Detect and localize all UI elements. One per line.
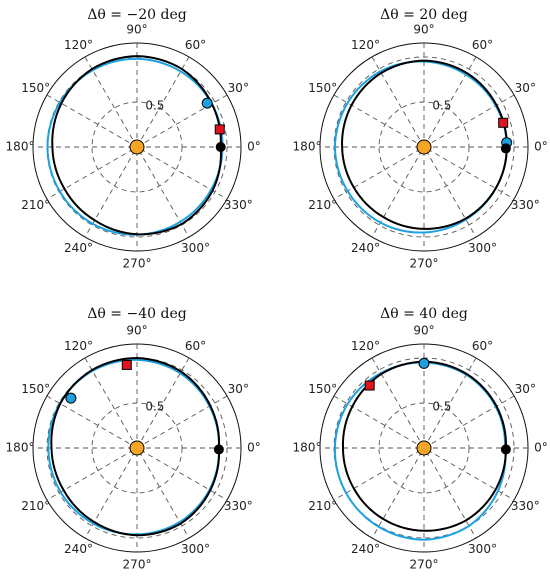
angle-tick-label: 60°: [185, 38, 206, 52]
angle-tick-label: 210°: [21, 198, 50, 212]
circle-marker: [500, 143, 511, 154]
panel-title: Δθ = −20 deg: [87, 7, 186, 23]
angle-tick-label: 60°: [185, 339, 206, 353]
angle-tick-label: 330°: [511, 198, 540, 212]
angle-tick-label: 0°: [534, 140, 548, 154]
angle-tick-label: 120°: [64, 339, 93, 353]
angle-tick-label: 330°: [224, 198, 253, 212]
angle-tick-label: 30°: [515, 382, 536, 396]
circle-marker: [418, 357, 430, 369]
series-line-black: [51, 55, 222, 236]
angle-tick-label: 180°: [6, 140, 35, 154]
series-line-black: [341, 59, 508, 230]
polar-panel-2: Δθ = 20 deg 0° 30° 60° 90° 120° 150° 180° 210° 24…: [293, 7, 548, 271]
angle-tick-label: 240°: [351, 542, 380, 556]
angle-tick-label: 180°: [293, 140, 322, 154]
angle-tick-label: 180°: [293, 441, 322, 455]
angle-tick-label: 90°: [126, 23, 147, 37]
circle-marker: [500, 444, 511, 455]
circle-marker: [201, 97, 213, 109]
origin-marker: [129, 139, 145, 155]
angle-tick-label: 240°: [64, 542, 93, 556]
panel-title: Δθ = −40 deg: [87, 306, 186, 322]
series-line-black: [341, 360, 507, 532]
series-line-black: [50, 357, 221, 537]
radial-tick-label: 0.5: [432, 400, 451, 414]
angle-tick-label: 0°: [247, 441, 261, 455]
angle-tick-label: 210°: [308, 499, 337, 513]
square-marker: [498, 117, 509, 128]
angle-tick-label: 300°: [181, 542, 210, 556]
angle-tick-label: 270°: [410, 558, 439, 572]
origin-marker: [416, 440, 432, 456]
angle-tick-label: 60°: [472, 38, 493, 52]
angle-tick-label: 60°: [472, 339, 493, 353]
angle-tick-label: 270°: [410, 257, 439, 271]
angle-tick-label: 30°: [228, 81, 249, 95]
angle-tick-label: 120°: [64, 38, 93, 52]
panel-title: Δθ = 40 deg: [380, 306, 468, 322]
angle-tick-label: 0°: [247, 140, 261, 154]
radial-tick-label: 0.5: [145, 99, 164, 113]
angle-tick-label: 90°: [126, 324, 147, 338]
angle-tick-label: 270°: [123, 558, 152, 572]
series-line-blue: [46, 57, 224, 236]
angle-tick-label: 300°: [181, 241, 210, 255]
circle-marker: [215, 142, 226, 152]
angle-tick-label: 270°: [123, 257, 152, 271]
radial-tick-label: 0.5: [145, 400, 164, 414]
angle-tick-label: 120°: [351, 339, 380, 353]
origin-marker: [129, 440, 145, 456]
series-line-blue: [47, 358, 220, 536]
angle-tick-label: 150°: [21, 81, 50, 95]
angle-tick-label: 30°: [515, 81, 536, 95]
polar-panel-3: Δθ = −40 deg 0° 30° 60° 90° 120° 150° 180° 210° 2…: [6, 306, 261, 572]
angle-tick-label: 240°: [64, 241, 93, 255]
angle-tick-label: 210°: [308, 198, 337, 212]
polar-panel-4: Δθ = 40 deg 0° 30° 60° 90° 120° 150° 180° 210° 24…: [293, 306, 548, 572]
angle-tick-label: 90°: [413, 324, 434, 338]
angle-tick-label: 30°: [228, 382, 249, 396]
polar-panel-1: Δθ = −20 deg 0° 30° 60° 90° 120° 150° 180° 210° 2…: [6, 7, 261, 271]
square-marker: [121, 359, 132, 370]
angle-tick-label: 120°: [351, 38, 380, 52]
angle-tick-label: 90°: [413, 23, 434, 37]
radial-tick-label: 0.5: [432, 99, 451, 113]
square-marker: [214, 124, 225, 135]
angle-tick-label: 300°: [468, 241, 497, 255]
origin-marker: [416, 139, 432, 155]
square-marker: [364, 380, 375, 391]
angle-tick-label: 180°: [6, 441, 35, 455]
circle-marker: [213, 444, 224, 455]
angle-tick-label: 150°: [308, 382, 337, 396]
angle-tick-label: 330°: [511, 499, 540, 513]
circle-marker: [65, 392, 77, 404]
angle-tick-label: 300°: [468, 542, 497, 556]
angle-tick-label: 150°: [308, 81, 337, 95]
angle-tick-label: 150°: [21, 382, 50, 396]
angle-tick-label: 240°: [351, 241, 380, 255]
panel-title: Δθ = 20 deg: [380, 7, 468, 23]
angle-tick-label: 330°: [224, 499, 253, 513]
angle-tick-label: 0°: [534, 441, 548, 455]
angle-tick-label: 210°: [21, 499, 50, 513]
